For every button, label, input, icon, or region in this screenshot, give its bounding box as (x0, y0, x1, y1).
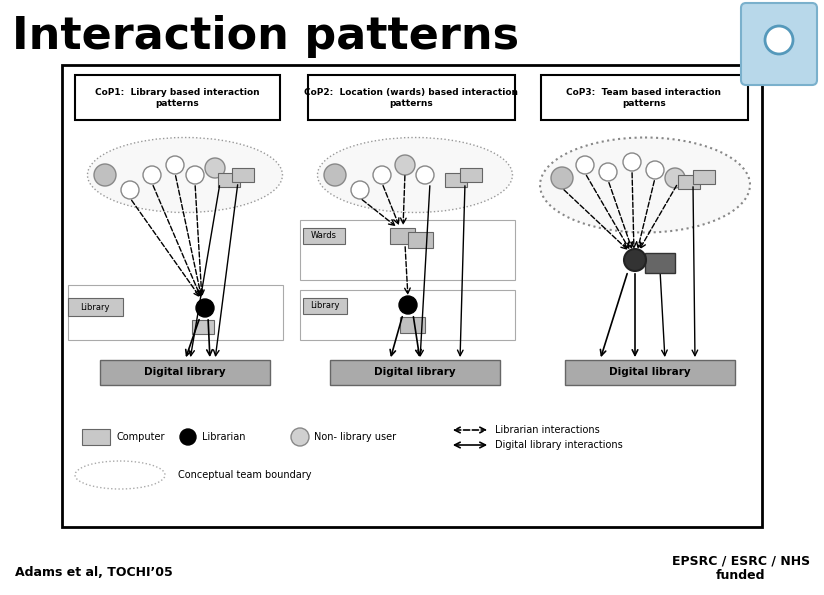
Bar (308, 75, 515, 120)
Circle shape (399, 296, 417, 314)
Text: Wards: Wards (311, 231, 337, 240)
Ellipse shape (540, 137, 750, 233)
Text: CoP2:  Location (wards) based interaction
patterns: CoP2: Location (wards) based interaction… (304, 88, 518, 108)
FancyBboxPatch shape (741, 3, 817, 85)
Bar (330, 360, 500, 385)
Circle shape (324, 164, 346, 186)
Bar (218, 173, 240, 187)
Circle shape (576, 156, 594, 174)
Text: CoP1:  Library based interaction
patterns: CoP1: Library based interaction patterns (95, 88, 260, 108)
Circle shape (665, 168, 685, 188)
Bar (678, 175, 700, 189)
Text: Digital library: Digital library (609, 367, 691, 377)
Circle shape (623, 153, 641, 171)
Bar (460, 168, 482, 182)
Bar (232, 168, 254, 182)
Text: Library: Library (311, 302, 339, 311)
Bar (303, 228, 345, 244)
Text: Conceptual team boundary: Conceptual team boundary (178, 470, 311, 480)
Circle shape (121, 181, 139, 199)
Bar (62, 65, 762, 527)
Text: Digital library: Digital library (374, 367, 456, 377)
Circle shape (143, 166, 161, 184)
Text: Librarian interactions: Librarian interactions (495, 425, 600, 435)
Circle shape (395, 155, 415, 175)
Circle shape (551, 167, 573, 189)
Text: Interaction patterns: Interaction patterns (12, 15, 519, 58)
Text: CoP3:  Team based interaction
patterns: CoP3: Team based interaction patterns (566, 88, 722, 108)
Circle shape (205, 158, 225, 178)
Circle shape (291, 428, 309, 446)
Ellipse shape (317, 137, 513, 212)
Bar (645, 253, 675, 273)
Circle shape (351, 181, 369, 199)
Bar (400, 317, 425, 333)
Bar (390, 228, 415, 244)
Bar (68, 285, 283, 340)
Bar (541, 75, 748, 120)
Text: Non- library user: Non- library user (314, 432, 396, 442)
Text: Computer: Computer (117, 432, 166, 442)
Bar (693, 170, 715, 184)
Circle shape (373, 166, 391, 184)
Bar (565, 360, 735, 385)
Circle shape (765, 26, 793, 54)
Bar (300, 220, 515, 280)
Circle shape (624, 249, 646, 271)
Bar (408, 232, 433, 248)
Circle shape (166, 156, 184, 174)
Circle shape (416, 166, 434, 184)
Ellipse shape (87, 137, 283, 212)
Circle shape (94, 164, 116, 186)
Bar (75, 75, 280, 120)
Text: Digital library: Digital library (144, 367, 226, 377)
Circle shape (196, 299, 214, 317)
Bar (445, 173, 467, 187)
Text: Librarian: Librarian (202, 432, 246, 442)
Text: Digital library interactions: Digital library interactions (495, 440, 623, 450)
Bar (192, 320, 214, 334)
Bar (68, 298, 123, 316)
Circle shape (186, 166, 204, 184)
Bar (300, 290, 515, 340)
Text: EPSRC / ESRC / NHS
funded: EPSRC / ESRC / NHS funded (672, 554, 810, 582)
Bar (100, 360, 270, 385)
Circle shape (646, 161, 664, 179)
Circle shape (599, 163, 617, 181)
Circle shape (180, 429, 196, 445)
Bar (303, 298, 347, 314)
Text: Library: Library (80, 302, 110, 312)
Bar (82, 429, 110, 445)
Text: Adams et al, TOCHI’05: Adams et al, TOCHI’05 (15, 565, 173, 578)
